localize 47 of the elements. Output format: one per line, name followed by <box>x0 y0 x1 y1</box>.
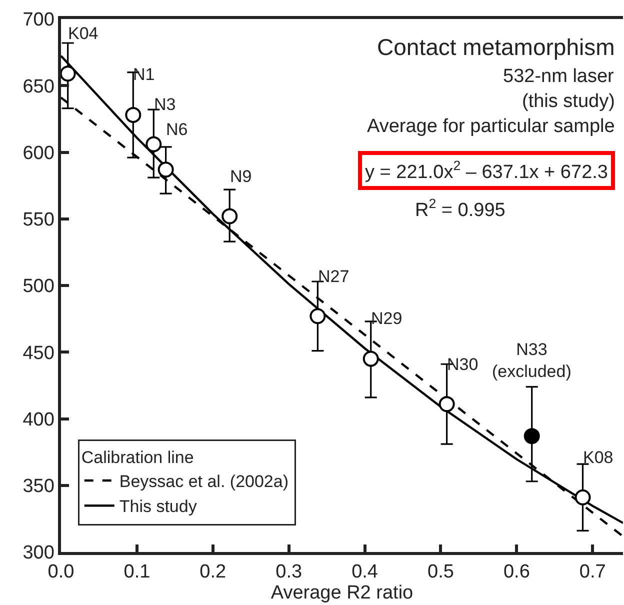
annotation: Average for particular sample <box>367 116 615 137</box>
y-tick-label: 700 <box>22 10 54 31</box>
y-tick-label: 550 <box>22 210 54 231</box>
x-tick-label: 0.5 <box>428 562 454 583</box>
x-tick-label: 0.0 <box>48 562 74 583</box>
point <box>222 208 238 224</box>
y-tick-label: 350 <box>22 476 54 498</box>
annotation: N3 <box>154 95 176 114</box>
x-tick-label: 0.1 <box>124 562 150 583</box>
point <box>146 136 162 152</box>
y-tick-label: 450 <box>22 342 54 364</box>
annotation: N29 <box>371 309 402 328</box>
x-tick-label: 0.2 <box>200 562 226 583</box>
y-tick-label: 650 <box>22 76 54 98</box>
annotation: Contact metamorphism <box>377 34 615 60</box>
point <box>574 489 591 506</box>
point <box>310 308 326 324</box>
x-tick-label: 0.4 <box>352 562 378 583</box>
annotation: N1 <box>133 65 155 84</box>
point <box>524 428 540 444</box>
y-tick-label: 500 <box>22 276 54 298</box>
legend-label: Beyssac et al. (2002a) <box>119 472 289 492</box>
annotation: N9 <box>230 167 252 186</box>
annotation: R$^{2}$ = 0.995 <box>415 196 506 221</box>
x-tick-label: 0.6 <box>503 562 530 583</box>
y-tick-label: 300 <box>22 542 54 564</box>
annotation: (this study) <box>522 91 615 112</box>
legend-title: Calibration line <box>81 448 194 467</box>
annotation: N30 <box>447 355 478 374</box>
annotation: N6 <box>166 120 188 139</box>
point <box>125 106 142 123</box>
point <box>438 396 455 412</box>
x-tick-label: 0.3 <box>276 562 302 583</box>
point <box>362 350 379 367</box>
annotation: N33 (excluded) <box>492 340 572 382</box>
x-tick-label: 0.7 <box>579 562 606 583</box>
x-axis-title: Average R2 ratio <box>270 582 414 604</box>
annotation: K08 <box>583 448 614 467</box>
legend-label: This study <box>119 497 198 516</box>
annotation: y = 221.0x$^{2}$ – 637.1x + 672.3 <box>365 158 608 183</box>
annotation: N27 <box>318 267 350 286</box>
y-tick-label: 600 <box>22 142 54 164</box>
annotation: 532-nm laser <box>503 66 615 87</box>
point <box>60 66 76 82</box>
point <box>158 162 174 178</box>
annotation: K04 <box>68 24 98 43</box>
y-tick-label: 400 <box>22 409 54 430</box>
